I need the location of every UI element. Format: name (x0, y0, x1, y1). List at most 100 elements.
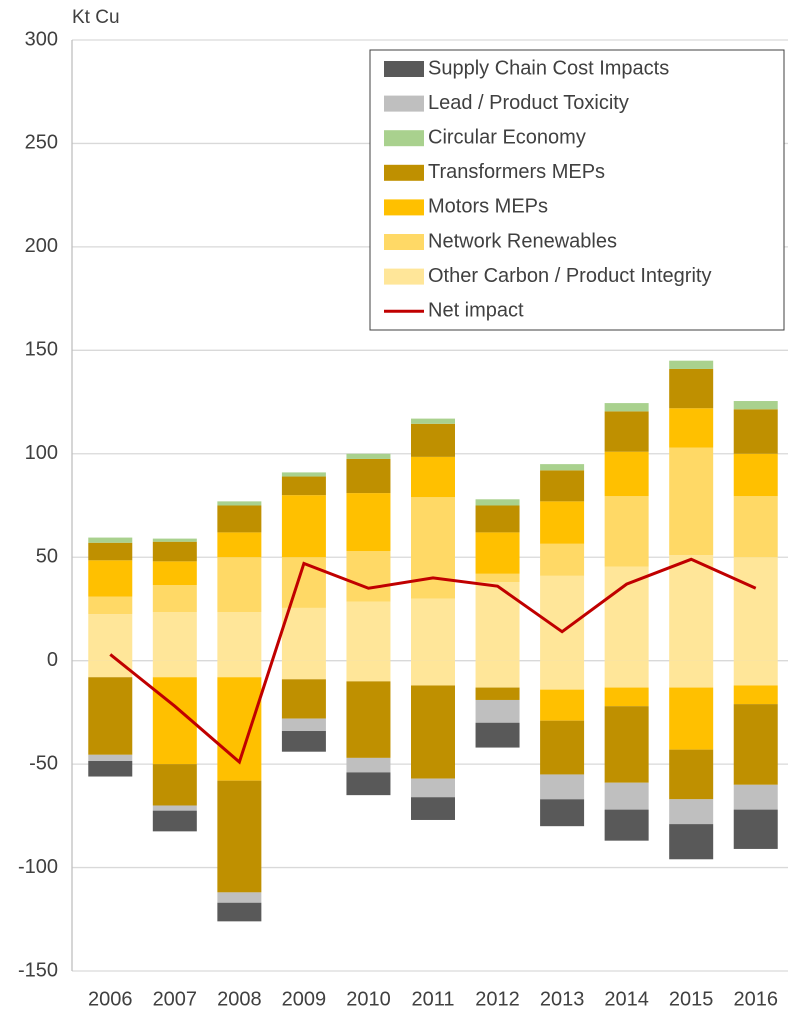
bar-segment (540, 660, 585, 690)
bar-segment (217, 557, 262, 613)
bar-segment (88, 560, 133, 597)
y-tick-label: -150 (18, 959, 58, 981)
bar-segment (669, 447, 714, 556)
bar-segment (604, 687, 649, 707)
bar-segment (411, 497, 455, 599)
bar-segment (604, 809, 649, 841)
bar-segment (281, 476, 326, 496)
x-tick-label: 2016 (733, 988, 778, 1010)
bar-segment (604, 706, 649, 783)
bar-segment (346, 772, 391, 796)
bar-segment (604, 451, 649, 497)
bar-segment (217, 677, 262, 781)
y-tick-label: 300 (25, 28, 58, 50)
bar-segment (217, 532, 262, 558)
legend-label: Lead / Product Toxicity (428, 92, 629, 114)
legend-label: Circular Economy (428, 126, 586, 148)
bar-segment (475, 687, 520, 700)
bar-segment (281, 472, 326, 477)
bar-segment (152, 660, 197, 678)
bar-segment (411, 685, 455, 779)
bar-segment (540, 774, 585, 800)
bar-segment (346, 453, 391, 459)
bar-segment (346, 458, 391, 494)
y-tick-label: -50 (29, 752, 58, 774)
bar-segment (88, 677, 133, 755)
bar-segment (411, 797, 455, 820)
bar-segment (152, 561, 197, 586)
bar-segment (475, 660, 520, 688)
bar-segment (411, 456, 455, 498)
bar-segment (475, 532, 520, 574)
bar-segment (733, 660, 778, 686)
legend-box (369, 49, 785, 331)
bar-segment (540, 501, 585, 544)
bar-segment (669, 555, 714, 661)
bar-segment (217, 505, 262, 533)
bar-segment (540, 575, 585, 661)
bar-segment (475, 505, 520, 533)
bar-segment (346, 660, 391, 682)
bar-segment (346, 601, 391, 661)
legend-swatch (384, 61, 424, 77)
x-tick-label: 2008 (217, 988, 262, 1010)
bars (88, 360, 778, 922)
legend-label: Network Renewables (428, 230, 617, 252)
legend-label: Motors MEPs (428, 196, 548, 218)
x-tick-label: 2010 (346, 988, 391, 1010)
bar-segment (669, 360, 714, 369)
bar-segment (669, 408, 714, 448)
bar-segment (733, 496, 778, 558)
bar-segment (540, 543, 585, 576)
bar-segment (88, 596, 133, 615)
bar-segment (540, 470, 585, 502)
bar-segment (152, 541, 197, 562)
bar-segment (540, 689, 585, 721)
y-tick-label: 50 (36, 546, 58, 568)
bar-segment (733, 409, 778, 454)
bar-segment (281, 731, 326, 752)
bar-segment (733, 809, 778, 849)
bar-segment (217, 501, 262, 506)
bar-segment (733, 685, 778, 705)
legend-swatch (384, 268, 424, 285)
legend-label: Supply Chain Cost Impacts (428, 57, 669, 79)
bar-segment (88, 542, 133, 561)
x-tick-label: 2011 (411, 988, 454, 1010)
y-tick-label: -100 (18, 856, 58, 878)
x-tick-label: 2006 (88, 988, 133, 1010)
bar-segment (604, 411, 649, 452)
bar-segment (540, 720, 585, 775)
legend-swatch (384, 95, 424, 112)
bar-segment (346, 681, 391, 758)
bar-segment (217, 902, 262, 922)
bar-segment (733, 401, 778, 410)
y-axis-label: Kt Cu (72, 7, 120, 28)
legend-label: Net impact (428, 299, 524, 321)
bar-segment (604, 566, 649, 661)
x-tick-label: 2009 (282, 988, 327, 1010)
bar-segment (669, 368, 714, 409)
bar-segment (281, 607, 326, 661)
net-impact-line (109, 557, 757, 765)
bar-segment (604, 496, 649, 567)
bar-segment (411, 660, 455, 686)
bar-segment (733, 704, 778, 785)
bar-segment (88, 660, 133, 678)
bar-segment (281, 495, 326, 558)
bar-segment (733, 453, 778, 497)
bar-segment (346, 757, 391, 773)
x-tick-label: 2015 (669, 988, 714, 1010)
bar-segment (152, 805, 197, 811)
bar-segment (475, 573, 520, 583)
bar-segment (411, 423, 455, 457)
bar-segment (152, 612, 197, 661)
bar-segment (152, 538, 197, 542)
bar-segment (669, 749, 714, 800)
bar-segment (217, 892, 262, 903)
bar-segment (281, 718, 326, 732)
bar-segment (281, 660, 326, 680)
x-tick-label: 2007 (153, 988, 198, 1010)
bar-segment (733, 784, 778, 810)
